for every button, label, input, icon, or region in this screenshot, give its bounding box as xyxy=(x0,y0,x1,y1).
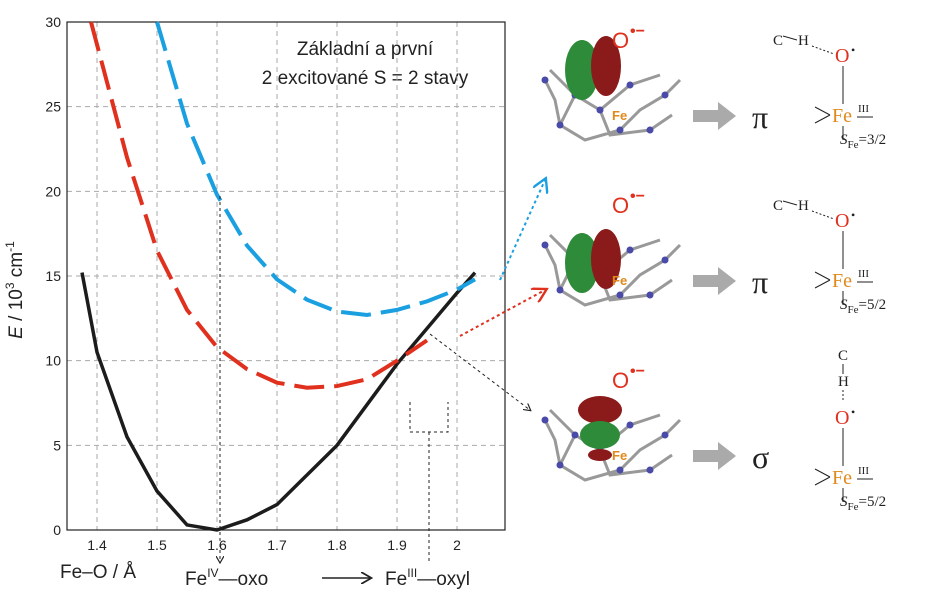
atom xyxy=(662,92,669,99)
atom-h: H xyxy=(798,33,809,49)
atom-o: O xyxy=(835,210,849,232)
x-tick-label: 2 xyxy=(453,537,461,553)
atom xyxy=(557,287,564,294)
radical: • xyxy=(851,43,855,57)
atom-o: O xyxy=(835,45,849,67)
orbital-label: σ xyxy=(752,439,769,475)
atom xyxy=(617,467,624,474)
chart-title: 2 excitované S = 2 stavy xyxy=(262,68,469,89)
spin-label: SFe=3/2 xyxy=(840,132,886,151)
y-tick-label: 20 xyxy=(45,183,61,199)
atom xyxy=(557,462,564,469)
atom xyxy=(572,432,579,439)
atom-c: C xyxy=(773,33,783,49)
orbital-lobe xyxy=(578,396,622,424)
y-tick-label: 5 xyxy=(53,437,61,453)
mol-radical: •− xyxy=(630,23,645,40)
mol-fe-label: Fe xyxy=(612,108,627,123)
y-tick-label: 25 xyxy=(45,99,61,115)
atom xyxy=(597,107,604,114)
spin-label: SFe=5/2 xyxy=(840,297,886,316)
curve xyxy=(82,273,475,530)
mol-radical: •− xyxy=(630,363,645,380)
mol-o-label: O xyxy=(612,193,629,218)
atom-fe: Fe xyxy=(832,467,852,489)
radical: • xyxy=(851,208,855,222)
x-tick-label: 1.9 xyxy=(387,537,407,553)
bracket xyxy=(410,402,448,562)
spin-subscript: Fe xyxy=(848,501,859,513)
orbital-label: π xyxy=(752,99,768,135)
orbital-label: π xyxy=(752,264,768,300)
curve xyxy=(157,22,475,315)
atom xyxy=(647,467,654,474)
atom xyxy=(662,257,669,264)
x-tick-label: 1.8 xyxy=(327,537,347,553)
gray-arrow xyxy=(693,442,736,470)
gray-arrow xyxy=(693,267,736,295)
fe-oxyl-label: FeIII—oxyl xyxy=(385,566,470,590)
y-tick-label: 0 xyxy=(53,522,61,538)
pointer xyxy=(460,290,545,336)
atom xyxy=(542,417,549,424)
atom xyxy=(627,82,634,89)
orbital-lobe xyxy=(588,449,612,461)
x-tick-label: 1.4 xyxy=(87,537,107,553)
chart-title: Základní a první xyxy=(297,39,434,60)
pointer xyxy=(430,334,530,410)
bond xyxy=(783,201,797,205)
atom xyxy=(662,432,669,439)
atom xyxy=(542,77,549,84)
atom-o: O xyxy=(835,407,849,429)
atom-h: H xyxy=(798,198,809,214)
atom-fe: Fe xyxy=(832,270,852,292)
y-tick-label: 15 xyxy=(45,268,61,284)
atom xyxy=(617,127,624,134)
figure: E / 103 cm-1 Fe–O / Å FeIV—oxo FeIII—oxy… xyxy=(0,0,941,592)
atom xyxy=(647,292,654,299)
mol-radical: •− xyxy=(630,188,645,205)
oxidation-state: III xyxy=(858,268,869,280)
x-tick-label: 1.6 xyxy=(207,537,227,553)
gray-arrow xyxy=(693,102,736,130)
orbital-lobe xyxy=(580,421,620,449)
spin-subscript: Fe xyxy=(848,139,859,151)
atom xyxy=(647,127,654,134)
atom xyxy=(627,247,634,254)
mol-o-label: O xyxy=(612,368,629,393)
spin-value: =5/2 xyxy=(859,297,887,313)
mol-o-label: O xyxy=(612,28,629,53)
spin-label: SFe=5/2 xyxy=(840,494,886,513)
spin-value: =5/2 xyxy=(859,494,887,510)
atom-fe: Fe xyxy=(832,105,852,127)
spin-value: =3/2 xyxy=(859,132,887,148)
atom-c: C xyxy=(773,198,783,214)
bond xyxy=(783,36,797,40)
x-tick-label: 1.5 xyxy=(147,537,167,553)
x-axis-label: Fe–O / Å xyxy=(60,562,136,583)
fe-oxo-label: FeIV—oxo xyxy=(185,566,268,590)
radical: • xyxy=(851,405,855,419)
pointer xyxy=(500,180,545,280)
atom xyxy=(542,242,549,249)
hbond xyxy=(812,46,834,54)
atom-h: H xyxy=(838,374,849,390)
oxidation-state: III xyxy=(858,103,869,115)
spin-subscript: Fe xyxy=(848,304,859,316)
oxidation-state: III xyxy=(858,465,869,477)
y-axis-label: E / 103 cm-1 xyxy=(3,241,27,339)
atom xyxy=(617,292,624,299)
y-tick-label: 30 xyxy=(45,14,61,30)
x-tick-label: 1.7 xyxy=(267,537,287,553)
mol-fe-label: Fe xyxy=(612,448,627,463)
atom-c: C xyxy=(838,348,848,364)
y-tick-label: 10 xyxy=(45,353,61,369)
atom xyxy=(627,422,634,429)
mol-fe-label: Fe xyxy=(612,273,627,288)
hbond xyxy=(812,211,834,219)
atom xyxy=(557,122,564,129)
